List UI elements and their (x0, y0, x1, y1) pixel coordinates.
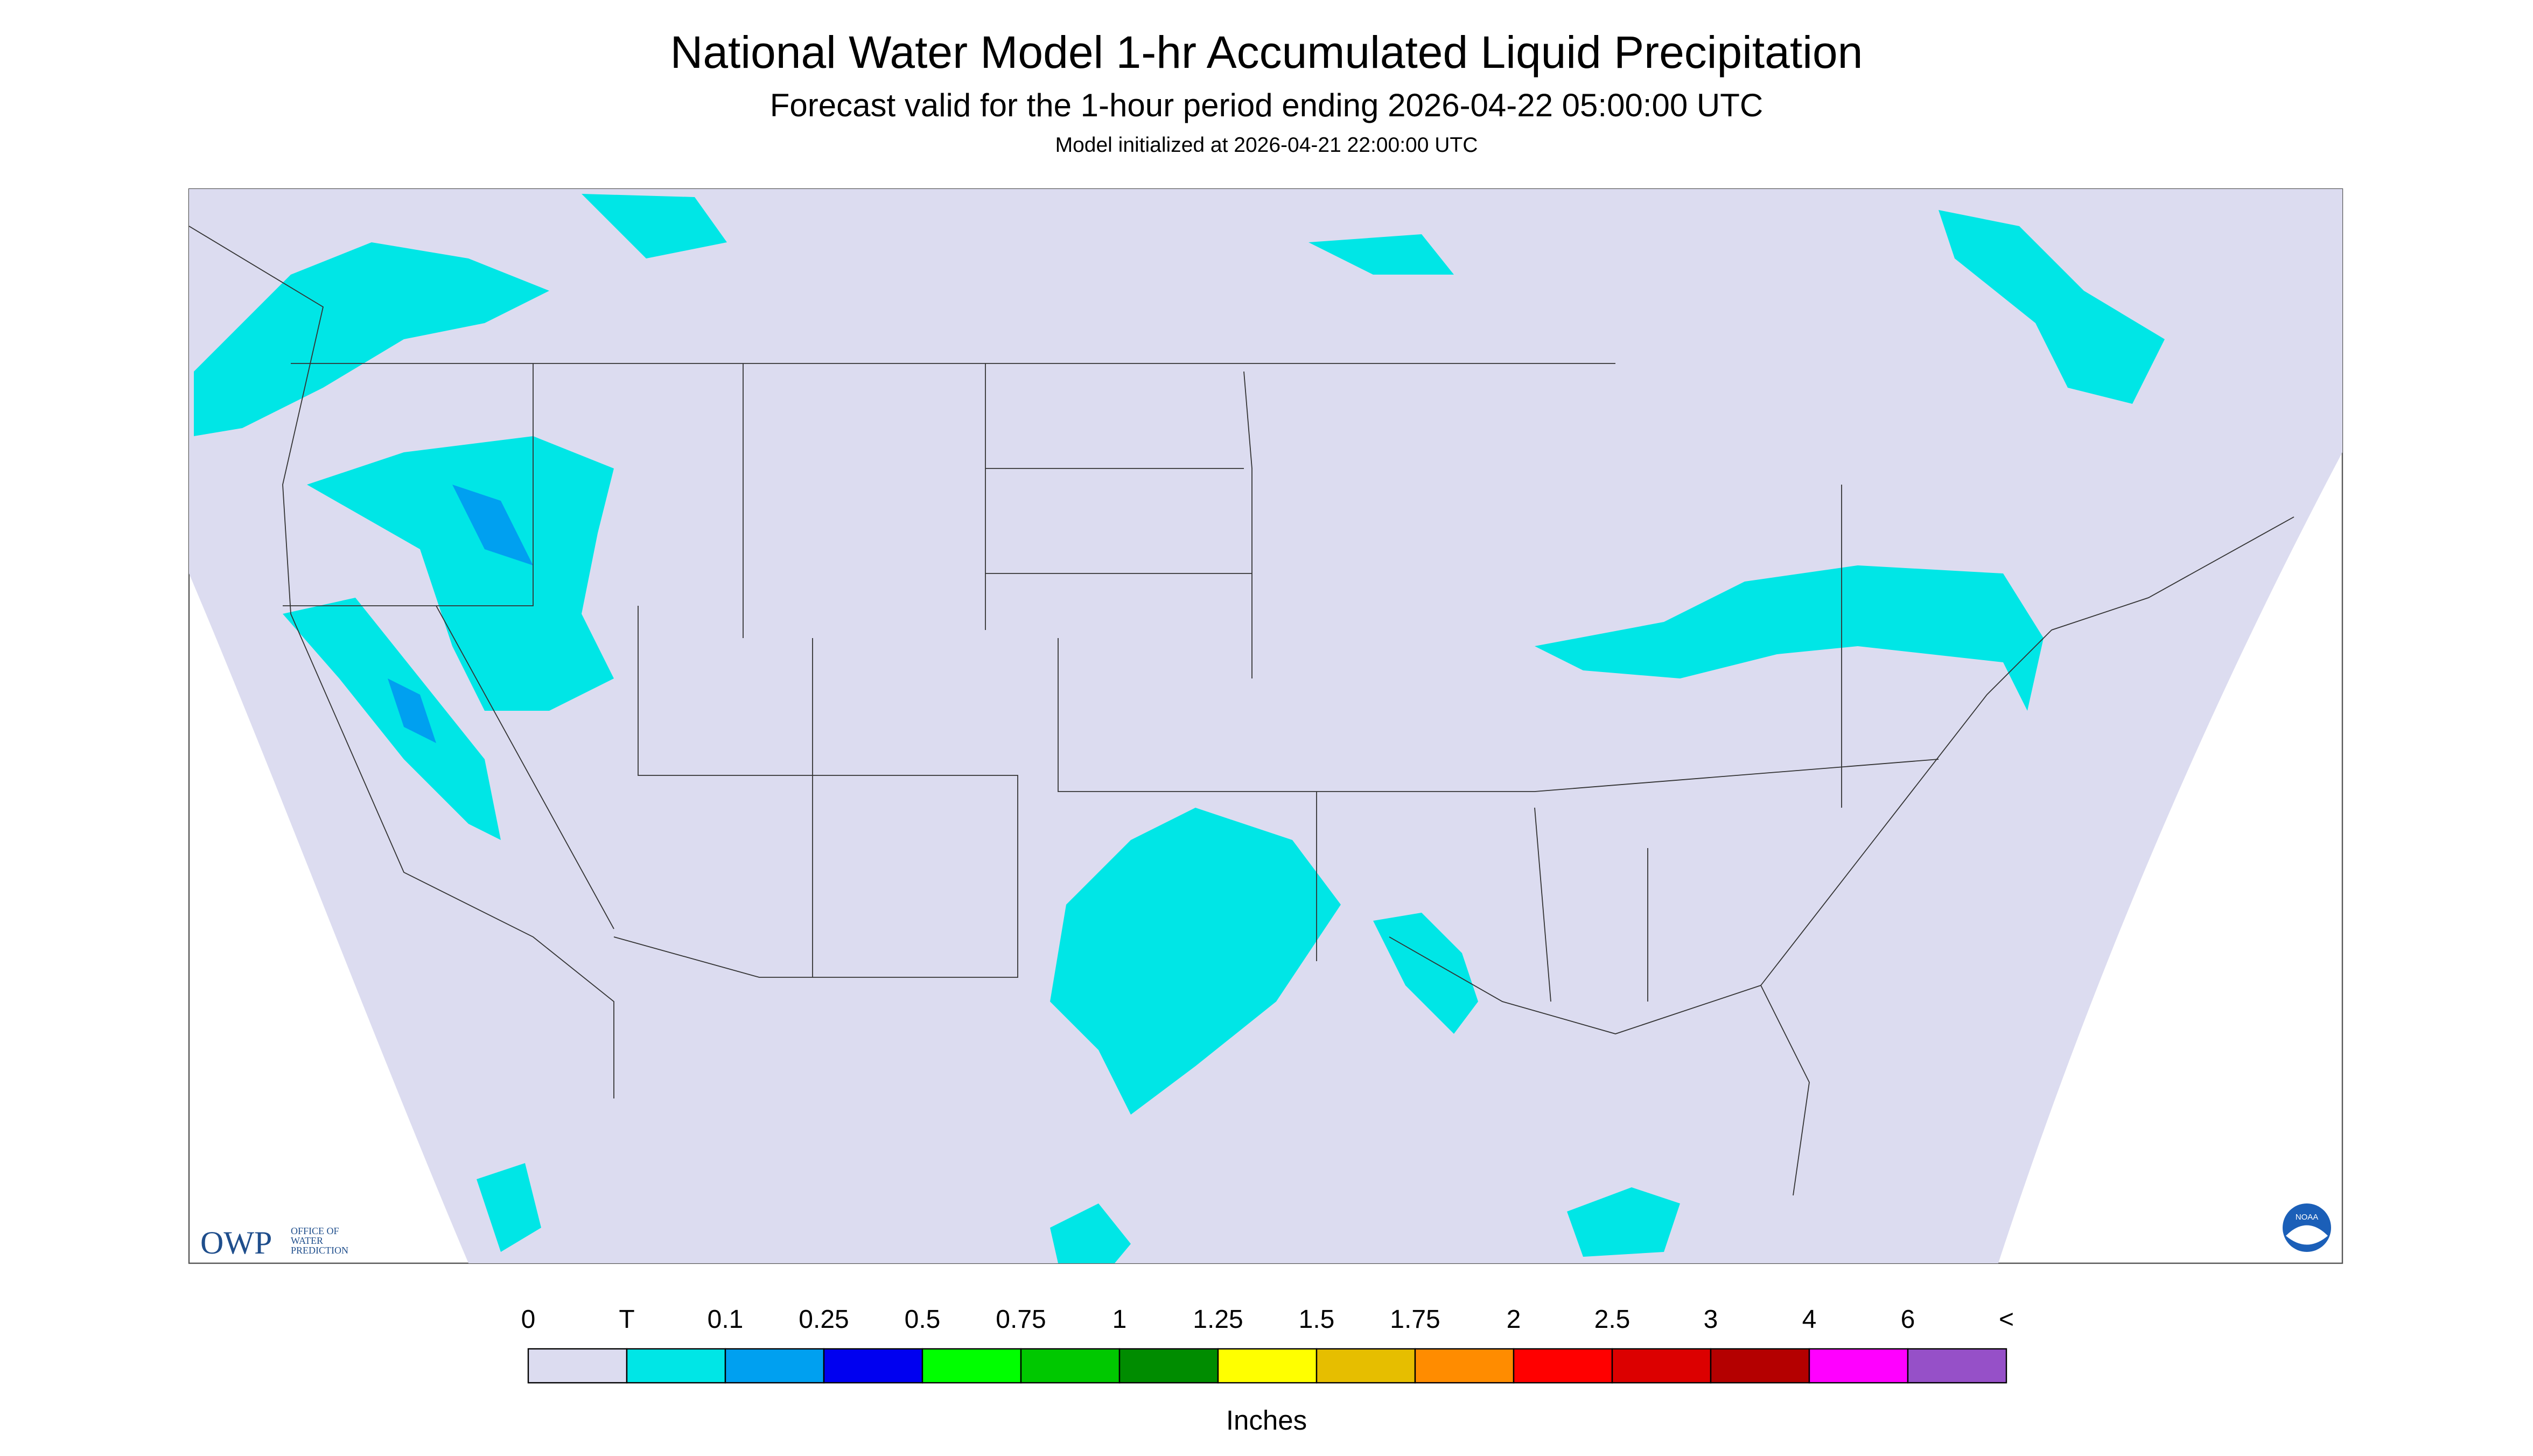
legend-swatch (1118, 1348, 1219, 1384)
legend-label: 2 (1507, 1305, 1521, 1334)
coast-line (188, 226, 2294, 1196)
owp-logo-text: PREDICTION (291, 1245, 348, 1256)
map: OWP OFFICE OF WATER PREDICTION NOAA (188, 188, 2343, 1264)
legend-label: 0 (521, 1305, 536, 1334)
legend-label: 6 (1901, 1305, 1915, 1334)
map-domain (189, 189, 2342, 1264)
legend-label: 0.1 (708, 1305, 744, 1334)
legend-swatch (921, 1348, 1022, 1384)
init-time: Model initialized at 2026-04-21 22:00:00… (1055, 134, 1478, 157)
rain-area (1309, 234, 1454, 275)
legend-label: 1.5 (1299, 1305, 1335, 1334)
rain-area (1535, 565, 2044, 711)
legend-label: 3 (1704, 1305, 1718, 1334)
noaa-logo-text: NOAA (2296, 1213, 2319, 1222)
rain-area (194, 242, 549, 437)
legend-swatch (527, 1348, 628, 1384)
legend-swatch (1907, 1348, 2007, 1384)
boundaries (188, 226, 2294, 1196)
rain-area (1939, 210, 2165, 404)
legend-swatch (724, 1348, 825, 1384)
legend-label: T (619, 1305, 634, 1334)
rain-area (307, 436, 614, 711)
legend-swatch (1316, 1348, 1416, 1384)
rain-area (1567, 1187, 1680, 1257)
owp-logo-text: WATER (291, 1235, 323, 1246)
legend-label: < (1999, 1305, 2014, 1334)
legend-swatch (1808, 1348, 1909, 1384)
legend-swatch (823, 1348, 923, 1384)
legend-label: 1.25 (1193, 1305, 1243, 1334)
state-line (283, 363, 1939, 1002)
legend-label: 4 (1802, 1305, 1817, 1334)
legend-unit: Inches (1226, 1405, 1307, 1436)
legend-swatch (1217, 1348, 1318, 1384)
rain-area (1050, 808, 1341, 1115)
noaa-logo (2286, 1225, 2328, 1245)
legend-label: 0.5 (905, 1305, 941, 1334)
owp-logo: OWP (200, 1225, 272, 1261)
rain-area (582, 194, 727, 259)
legend-label: 2.5 (1594, 1305, 1631, 1334)
owp-logo-text: OFFICE OF (291, 1226, 339, 1236)
legend-label: 1 (1112, 1305, 1127, 1334)
legend-label: 1.75 (1390, 1305, 1440, 1334)
legend-swatch (1710, 1348, 1810, 1384)
rain-area (477, 1163, 541, 1252)
legend-swatch (1611, 1348, 1712, 1384)
rain-area-heavier (388, 485, 533, 744)
legend-label: 0.75 (996, 1305, 1046, 1334)
legend-label: 0.25 (799, 1305, 849, 1334)
legend-swatch (626, 1348, 726, 1384)
rain-area (1050, 1203, 1131, 1264)
title: National Water Model 1-hr Accumulated Li… (670, 27, 1863, 78)
legend-swatch (1020, 1348, 1121, 1384)
legend-swatch (1414, 1348, 1515, 1384)
legend-swatch (1513, 1348, 1613, 1384)
legend: 0 T 0.1 0.25 0.5 0.75 1 1.25 1.5 1.75 2 2.5 3 4 6 < (521, 1305, 2014, 1384)
rain-area (283, 598, 501, 841)
subtitle: Forecast valid for the 1-hour period end… (770, 87, 1763, 123)
